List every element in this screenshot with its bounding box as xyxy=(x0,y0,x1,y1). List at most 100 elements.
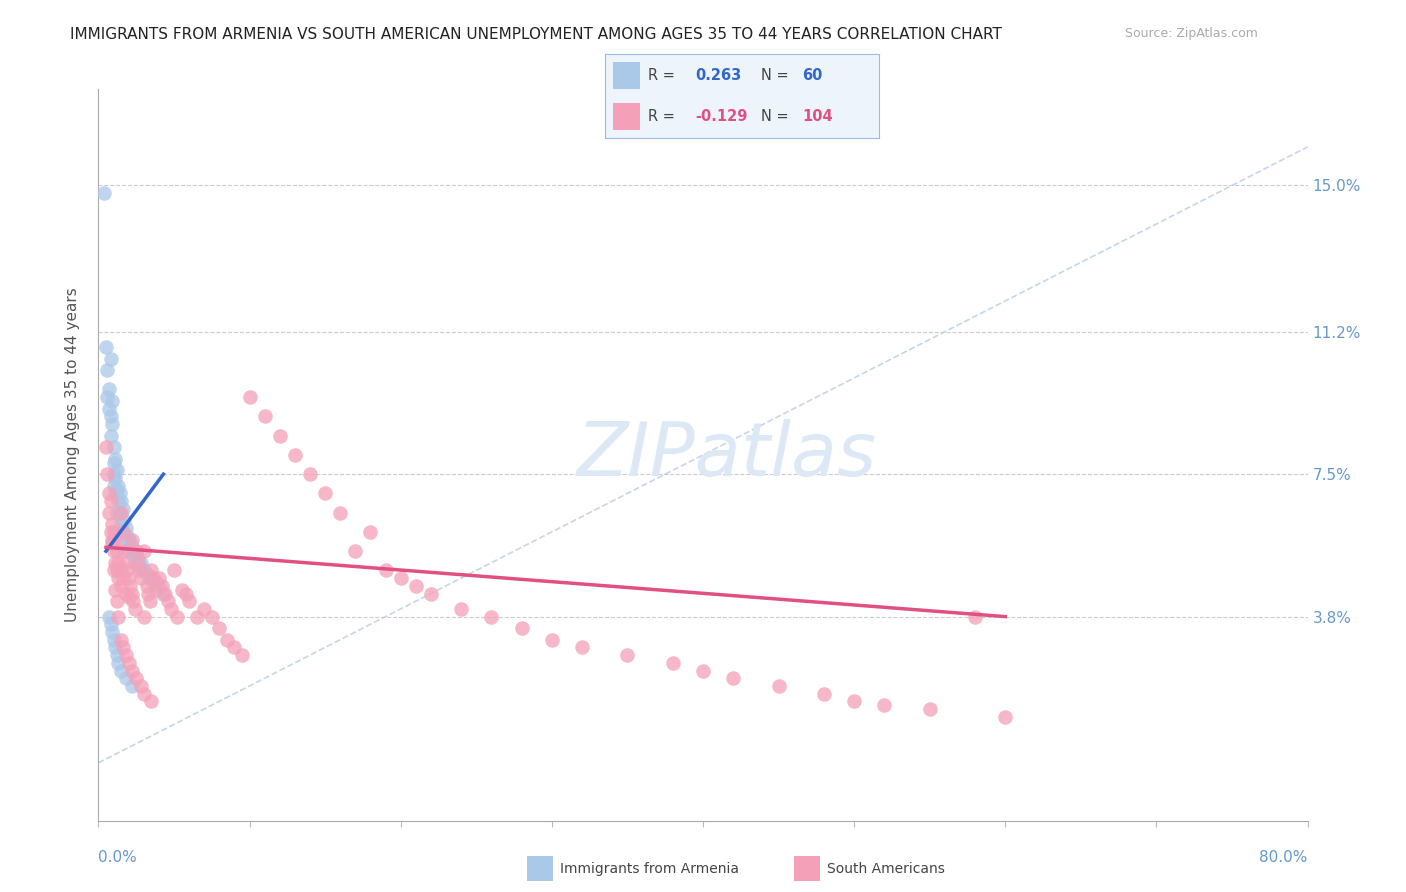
Point xyxy=(125,544,148,558)
Point xyxy=(112,513,135,527)
Point xyxy=(101,394,124,409)
Point xyxy=(101,517,124,532)
Bar xyxy=(613,62,640,89)
Point xyxy=(104,533,127,547)
Point xyxy=(105,648,128,662)
Point xyxy=(139,594,162,608)
Point xyxy=(111,524,134,539)
Point xyxy=(104,451,127,466)
Point xyxy=(104,486,127,500)
Point xyxy=(142,574,165,589)
Point xyxy=(253,409,276,424)
Point xyxy=(101,536,124,550)
Point xyxy=(124,556,146,570)
Point xyxy=(100,494,122,508)
Point xyxy=(118,533,141,547)
Point xyxy=(114,648,136,662)
Point xyxy=(107,494,129,508)
Point xyxy=(111,571,134,585)
Text: 0.263: 0.263 xyxy=(695,68,741,83)
Point xyxy=(100,351,122,366)
Point xyxy=(152,586,174,600)
Point xyxy=(918,702,941,716)
Point xyxy=(100,428,122,442)
Text: ZIPatlas: ZIPatlas xyxy=(576,419,877,491)
Point xyxy=(103,467,125,482)
Point xyxy=(120,579,142,593)
Point xyxy=(121,541,143,555)
Point xyxy=(314,486,336,500)
Point xyxy=(96,390,118,404)
Point xyxy=(98,609,121,624)
Point xyxy=(148,571,170,585)
Point xyxy=(112,544,135,558)
Point xyxy=(108,506,131,520)
Point xyxy=(103,524,125,539)
Point xyxy=(239,390,262,404)
Point xyxy=(405,579,427,593)
Point xyxy=(103,544,125,558)
Point xyxy=(284,448,307,462)
Point xyxy=(118,544,141,558)
Point xyxy=(108,486,131,500)
Point xyxy=(121,533,143,547)
Point xyxy=(127,552,149,566)
Text: Immigrants from Armenia: Immigrants from Armenia xyxy=(560,862,738,876)
Point xyxy=(114,521,136,535)
Text: R =: R = xyxy=(648,109,675,124)
Point xyxy=(160,602,183,616)
Point xyxy=(122,594,145,608)
Point xyxy=(360,524,382,539)
Point xyxy=(118,571,141,585)
Point xyxy=(103,479,125,493)
Point xyxy=(100,617,122,632)
Point xyxy=(121,664,143,678)
Point xyxy=(201,609,224,624)
Point xyxy=(115,529,138,543)
Point xyxy=(186,609,208,624)
Point xyxy=(103,632,125,647)
Point xyxy=(166,609,188,624)
Point xyxy=(510,621,533,635)
Point xyxy=(571,640,593,655)
Point xyxy=(105,506,128,520)
Point xyxy=(127,556,149,570)
Point xyxy=(105,544,128,558)
Point xyxy=(139,571,162,585)
Point xyxy=(129,571,152,585)
Point xyxy=(122,548,145,562)
Point xyxy=(723,671,745,685)
Point xyxy=(540,632,562,647)
Point xyxy=(93,186,115,201)
Point xyxy=(120,536,142,550)
Point xyxy=(142,571,165,585)
Point xyxy=(141,563,163,577)
Point xyxy=(481,609,503,624)
Point xyxy=(114,536,136,550)
Point xyxy=(156,594,179,608)
Point xyxy=(193,602,215,616)
Point xyxy=(118,591,141,605)
Point xyxy=(98,401,121,416)
Point xyxy=(141,694,163,708)
Point xyxy=(153,586,176,600)
Point xyxy=(129,556,152,570)
Point xyxy=(170,582,193,597)
Point xyxy=(104,582,127,597)
Point xyxy=(616,648,638,662)
Point xyxy=(107,656,129,670)
Point xyxy=(844,694,866,708)
Text: 0.0%: 0.0% xyxy=(98,850,138,865)
Point xyxy=(107,571,129,585)
Point xyxy=(128,563,150,577)
Point xyxy=(125,544,148,558)
Bar xyxy=(613,103,640,130)
Text: N =: N = xyxy=(761,109,789,124)
Point xyxy=(129,679,152,693)
Point xyxy=(269,428,291,442)
Text: -0.129: -0.129 xyxy=(695,109,748,124)
Point xyxy=(107,479,129,493)
Point xyxy=(110,664,132,678)
Point xyxy=(174,586,197,600)
Text: South Americans: South Americans xyxy=(827,862,945,876)
